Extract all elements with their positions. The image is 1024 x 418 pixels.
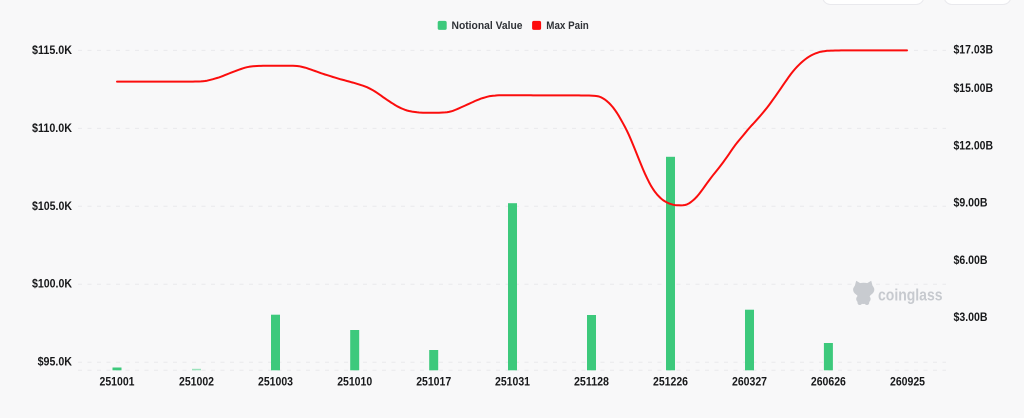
svg-text:$12.00B: $12.00B bbox=[954, 138, 994, 152]
svg-text:$115.0K: $115.0K bbox=[32, 43, 72, 57]
svg-text:251010: 251010 bbox=[337, 375, 372, 389]
svg-text:Notional Value: Notional Value bbox=[452, 20, 523, 32]
svg-text:251017: 251017 bbox=[416, 375, 451, 389]
svg-text:$100.0K: $100.0K bbox=[32, 277, 72, 291]
svg-text:$15.00B: $15.00B bbox=[954, 81, 994, 95]
svg-text:$3.00B: $3.00B bbox=[954, 310, 988, 324]
svg-text:coinglass: coinglass bbox=[878, 286, 943, 305]
svg-text:$95.0K: $95.0K bbox=[38, 355, 73, 369]
svg-text:$105.0K: $105.0K bbox=[32, 199, 72, 213]
svg-text:Max Pain: Max Pain bbox=[546, 20, 589, 32]
svg-text:$110.0K: $110.0K bbox=[32, 121, 72, 135]
svg-text:$6.00B: $6.00B bbox=[954, 253, 988, 267]
svg-text:$17.03B: $17.03B bbox=[954, 43, 994, 57]
svg-text:251031: 251031 bbox=[495, 375, 530, 389]
svg-text:260925: 260925 bbox=[890, 375, 925, 389]
svg-text:260626: 260626 bbox=[811, 375, 846, 389]
svg-text:260327: 260327 bbox=[732, 375, 767, 389]
svg-text:251002: 251002 bbox=[179, 375, 214, 389]
svg-text:251003: 251003 bbox=[258, 375, 293, 389]
svg-text:251226: 251226 bbox=[653, 375, 688, 389]
svg-text:251128: 251128 bbox=[574, 375, 609, 389]
svg-text:$9.00B: $9.00B bbox=[954, 196, 988, 210]
svg-text:251001: 251001 bbox=[100, 375, 135, 389]
